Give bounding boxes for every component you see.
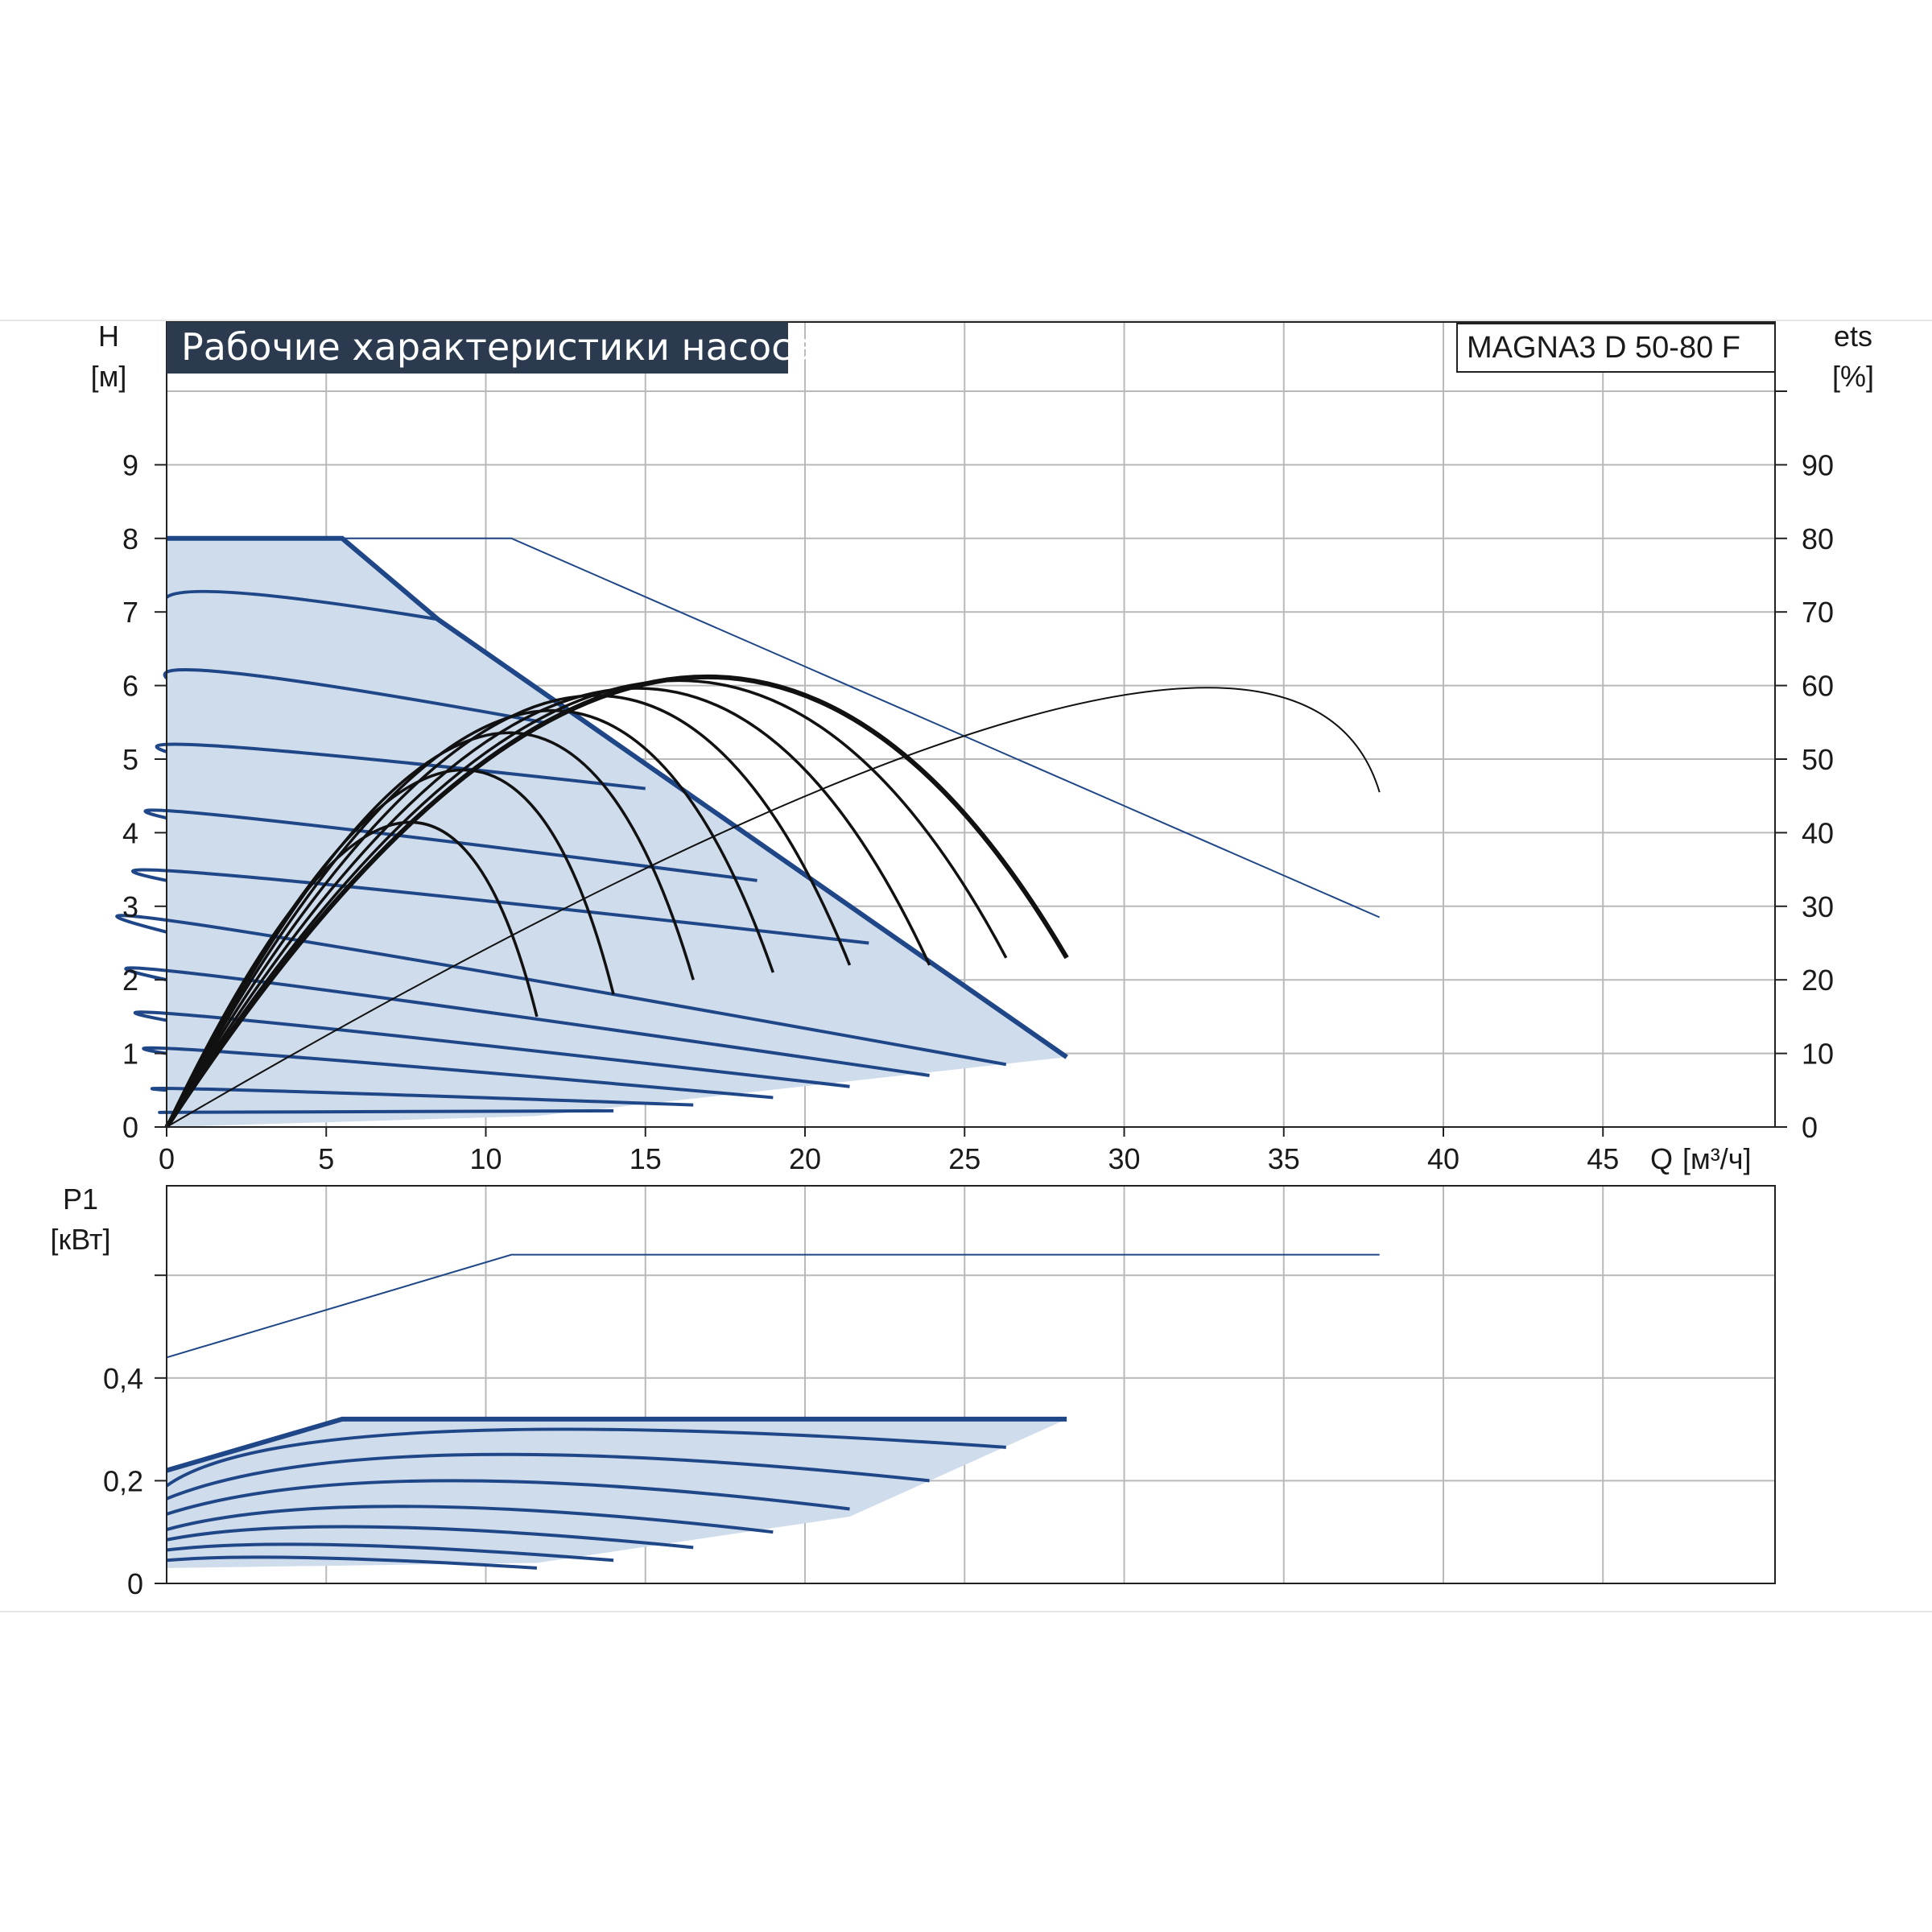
- y2-axis-title: ets: [1834, 320, 1872, 353]
- power-ticks: 0 0,2 0,4: [103, 1274, 167, 1600]
- p-y-tick-label: 0: [127, 1567, 143, 1600]
- x-axis-title: Q: [1650, 1142, 1673, 1175]
- speed-curve: [142, 1046, 774, 1100]
- y2-tick-label: 80: [1802, 522, 1834, 555]
- y2-tick-label: 60: [1802, 670, 1834, 703]
- y2-axis-unit: [%]: [1832, 360, 1874, 393]
- y-axis-title: H: [98, 320, 119, 353]
- y2-tick-label: 0: [1802, 1111, 1818, 1144]
- speed-curve: [155, 742, 646, 791]
- p-y-tick-label: 0,2: [103, 1464, 143, 1497]
- head-speed-curves: [115, 589, 1007, 1114]
- x-axis-unit: [м³/ч]: [1682, 1142, 1752, 1175]
- power-curve: [165, 1427, 1006, 1488]
- x-tick-label: 20: [789, 1142, 821, 1175]
- y-tick-label: 8: [122, 522, 138, 555]
- y2-tick-label: 50: [1802, 743, 1834, 776]
- x-tick-label: 45: [1587, 1142, 1619, 1175]
- power-curve: [166, 1416, 1067, 1473]
- speed-curve: [115, 914, 1007, 1067]
- power-curve: [166, 1452, 930, 1501]
- efficiency-curve: [165, 731, 695, 1128]
- speed-curve: [158, 1108, 614, 1114]
- power-axis-title: P1: [63, 1183, 98, 1216]
- y2-tick-label: 40: [1802, 816, 1834, 849]
- y-tick-label: 2: [122, 964, 138, 997]
- efficiency-curve: [165, 694, 852, 1128]
- power-curve: [166, 1542, 614, 1563]
- efficiency-curve: [165, 769, 615, 1128]
- y2-tick-label: 30: [1802, 890, 1834, 923]
- y-tick-label: 0: [122, 1111, 138, 1144]
- model-box: [1456, 323, 1776, 373]
- y-axis-unit: [м]: [91, 360, 127, 393]
- y-tick-label: 5: [122, 743, 138, 776]
- x-tick-label: 5: [318, 1142, 334, 1175]
- speed-curve: [165, 589, 439, 621]
- head-plot-frame: [166, 321, 1776, 1128]
- y2-tick-label: 20: [1802, 964, 1834, 997]
- power-axis-unit: [кВт]: [50, 1223, 110, 1256]
- power-curve: [166, 1479, 850, 1516]
- chart-title: Рабочие характеристики насоса: [181, 325, 815, 369]
- x-tick-label: 40: [1427, 1142, 1459, 1175]
- y-tick-label: 3: [122, 890, 138, 923]
- x-tick-label: 35: [1268, 1142, 1300, 1175]
- model-label: MAGNA3 D 50-80 F: [1467, 331, 1740, 365]
- power-curve: [166, 1525, 694, 1550]
- speed-curve: [131, 868, 869, 945]
- y2-tick-label: 70: [1802, 596, 1834, 629]
- speed-curve: [133, 1010, 850, 1088]
- power-plot-frame: [166, 1185, 1776, 1584]
- y-tick-label: 6: [122, 670, 138, 703]
- y-tick-label: 7: [122, 596, 138, 629]
- head-range-boundary: [167, 535, 1068, 1059]
- chart-title-box: [167, 322, 788, 374]
- y-tick-label: 1: [122, 1038, 138, 1071]
- efficiency-curves: [164, 674, 1069, 1129]
- x-tick-label: 10: [469, 1142, 502, 1175]
- p-y-tick-label: 0,4: [103, 1362, 143, 1395]
- power-chart: 0 0,2 0,4 P1 [кВт]: [50, 1183, 1776, 1600]
- speed-curve: [150, 1087, 694, 1107]
- power-curve: [166, 1555, 538, 1570]
- power-max-curve: [166, 1253, 1380, 1359]
- y-tick-label: 9: [122, 448, 138, 481]
- y2-tick-label: 90: [1802, 448, 1834, 481]
- x-tick-label: 15: [630, 1142, 662, 1175]
- max-efficiency-curve: [166, 687, 1381, 1128]
- power-curves: [165, 1416, 1067, 1570]
- head-operating-range: [167, 538, 1067, 1127]
- efficiency-curve: [164, 674, 1069, 1129]
- y-tick-label: 4: [122, 816, 138, 849]
- power-curve: [166, 1505, 774, 1534]
- efficiency-curve: [165, 687, 931, 1128]
- x-tick-label: 30: [1108, 1142, 1140, 1175]
- x-tick-label: 0: [159, 1142, 175, 1175]
- y2-tick-label: 10: [1802, 1038, 1834, 1071]
- x-tick-label: 25: [948, 1142, 980, 1175]
- efficiency-curve: [165, 708, 775, 1128]
